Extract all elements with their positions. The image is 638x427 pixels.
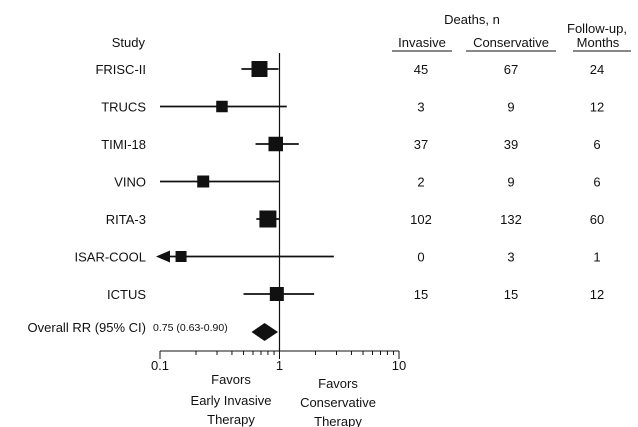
- favors-right-line3: Therapy: [314, 414, 362, 427]
- conservative-value: 15: [504, 287, 518, 302]
- point-estimate: [269, 287, 284, 301]
- study-label: RITA-3: [106, 212, 146, 227]
- point-estimate: [251, 61, 268, 77]
- invasive-value: 15: [414, 287, 428, 302]
- study-label: FRISC-II: [95, 62, 146, 77]
- ci-arrow-left: [156, 250, 170, 263]
- overall-label: Overall RR (95% CI): [28, 320, 146, 335]
- favors-left-line1: Favors: [211, 372, 251, 387]
- overall-value: 0.75 (0.63-0.90): [153, 322, 228, 334]
- followup-value: 12: [590, 287, 604, 302]
- study-label: VINO: [114, 175, 146, 190]
- study-row: RITA-3 102 132 60: [106, 210, 604, 228]
- followup-header-line1: Follow-up,: [567, 21, 627, 36]
- table-header: Study Deaths, n Invasive Conservative Fo…: [112, 12, 631, 52]
- invasive-value: 0: [417, 250, 424, 265]
- followup-value: 6: [593, 137, 600, 152]
- study-row: VINO 2 9 6: [114, 175, 600, 190]
- study-label: TRUCS: [101, 100, 146, 115]
- conservative-value: 67: [504, 62, 518, 77]
- study-row: ISAR-COOL 0 3 1: [74, 250, 600, 265]
- followup-value: 6: [593, 175, 600, 190]
- followup-value: 24: [590, 62, 604, 77]
- invasive-value: 45: [414, 62, 428, 77]
- study-label: ICTUS: [107, 287, 146, 302]
- favors-right-line1: Favors: [318, 376, 358, 391]
- invasive-value: 37: [414, 137, 428, 152]
- overall-diamond: [251, 323, 279, 341]
- invasive-value: 3: [417, 100, 424, 115]
- conservative-value: 9: [507, 100, 514, 115]
- followup-header-line2: Months: [577, 35, 620, 50]
- followup-value: 60: [590, 212, 604, 227]
- favors-left-annotation: Favors Early Invasive Therapy: [191, 372, 272, 427]
- conservative-value: 132: [500, 212, 522, 227]
- point-estimate: [216, 100, 228, 113]
- point-estimate: [268, 136, 283, 152]
- study-label: ISAR-COOL: [74, 250, 146, 265]
- x-axis: 0.1 1 10: [151, 53, 406, 373]
- conservative-value: 9: [507, 175, 514, 190]
- x-tick-label: 0.1: [151, 358, 169, 373]
- favors-left-line2: Early Invasive: [191, 393, 272, 408]
- point-estimate: [175, 251, 187, 262]
- conservative-value: 3: [507, 250, 514, 265]
- point-estimate: [197, 175, 210, 188]
- invasive-header: Invasive: [398, 35, 446, 50]
- x-tick-label: 10: [392, 358, 406, 373]
- study-row: ICTUS 15 15 12: [107, 287, 604, 302]
- x-tick-label: 1: [276, 358, 283, 373]
- study-row: TIMI-18 37 39 6: [101, 136, 601, 152]
- deaths-header: Deaths, n: [444, 12, 500, 27]
- point-estimate: [259, 210, 277, 228]
- favors-right-annotation: Favors Conservative Therapy: [300, 376, 376, 427]
- favors-left-line3: Therapy: [207, 412, 255, 427]
- invasive-value: 102: [410, 212, 432, 227]
- overall-row: Overall RR (95% CI) 0.75 (0.63-0.90): [28, 320, 279, 341]
- followup-value: 1: [593, 250, 600, 265]
- conservative-header: Conservative: [473, 35, 549, 50]
- conservative-value: 39: [504, 137, 518, 152]
- invasive-value: 2: [417, 175, 424, 190]
- study-row: TRUCS 3 9 12: [101, 100, 604, 115]
- followup-value: 12: [590, 100, 604, 115]
- study-label: TIMI-18: [101, 137, 146, 152]
- favors-right-line2: Conservative: [300, 395, 376, 410]
- study-row: FRISC-II 45 67 24: [95, 61, 604, 77]
- study-header: Study: [112, 35, 146, 50]
